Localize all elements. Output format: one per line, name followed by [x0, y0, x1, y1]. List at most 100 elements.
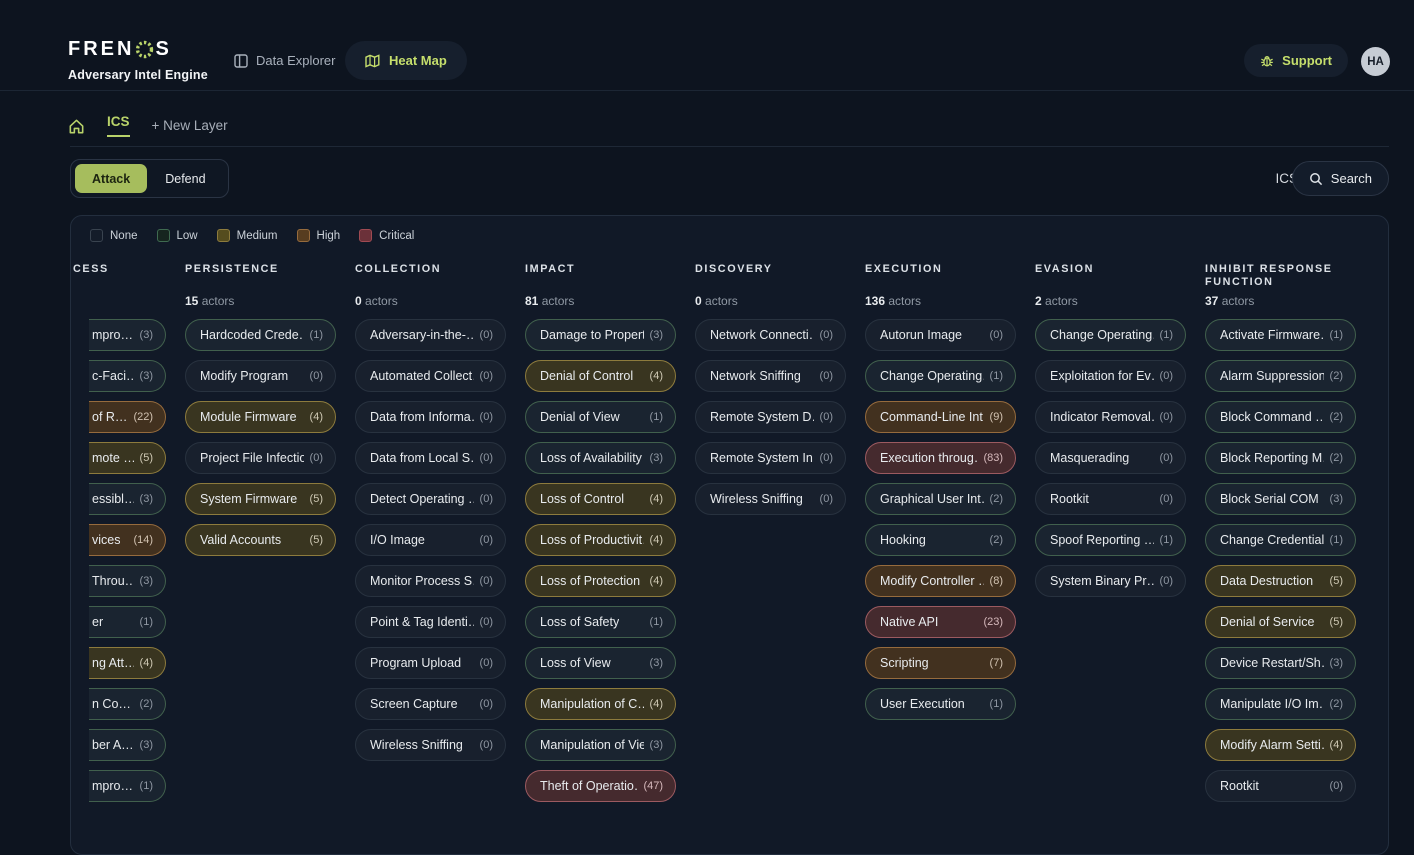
legend-item-low[interactable]: Low	[156, 229, 198, 242]
technique-card[interactable]: Graphical User Int… (2)	[865, 483, 1016, 515]
technique-card[interactable]: I/O Image (0)	[355, 524, 506, 556]
technique-card[interactable]: Execution throug… (83)	[865, 442, 1016, 474]
technique-card[interactable]: Automated Collect… (0)	[355, 360, 506, 392]
technique-card[interactable]: Adversary-in-the-… (0)	[355, 319, 506, 351]
technique-card[interactable]: er (1)	[89, 606, 166, 638]
technique-card[interactable]: Project File Infection (0)	[185, 442, 336, 474]
technique-card[interactable]: Rootkit (0)	[1035, 483, 1186, 515]
technique-card[interactable]: Rootkit (0)	[1205, 770, 1356, 802]
technique-card[interactable]: Masquerading (0)	[1035, 442, 1186, 474]
legend-item-critical[interactable]: Critical	[359, 229, 414, 242]
technique-card[interactable]: Block Serial COM (3)	[1205, 483, 1356, 515]
technique-card[interactable]: Indicator Removal… (0)	[1035, 401, 1186, 433]
technique-card[interactable]: of R… (22)	[89, 401, 166, 433]
technique-card[interactable]: Manipulation of C… (4)	[525, 688, 676, 720]
technique-name: essibl…	[92, 492, 134, 506]
support-button[interactable]: Support	[1244, 44, 1348, 77]
technique-count: (4)	[139, 657, 153, 669]
technique-card[interactable]: Activate Firmware… (1)	[1205, 319, 1356, 351]
technique-card[interactable]: System Firmware (5)	[185, 483, 336, 515]
technique-card[interactable]: ber A… (3)	[89, 729, 166, 761]
technique-card[interactable]: Denial of Service (5)	[1205, 606, 1356, 638]
technique-card[interactable]: Program Upload (0)	[355, 647, 506, 679]
attack-tab[interactable]: Attack	[75, 164, 148, 193]
nav-heat-map[interactable]: Heat Map	[345, 41, 467, 80]
technique-name: Project File Infection	[200, 451, 304, 465]
technique-card[interactable]: Theft of Operatio… (47)	[525, 770, 676, 802]
technique-card[interactable]: Loss of Protection (4)	[525, 565, 676, 597]
technique-card[interactable]: System Binary Pr… (0)	[1035, 565, 1186, 597]
technique-card[interactable]: Native API (23)	[865, 606, 1016, 638]
technique-card[interactable]: Throu… (3)	[89, 565, 166, 597]
legend-item-high[interactable]: High	[296, 229, 340, 242]
technique-card[interactable]: Wireless Sniffing (0)	[355, 729, 506, 761]
technique-card[interactable]: mpro… (3)	[89, 319, 166, 351]
technique-card[interactable]: Monitor Process S… (0)	[355, 565, 506, 597]
technique-card[interactable]: Change Credential (1)	[1205, 524, 1356, 556]
technique-name: System Firmware	[200, 492, 298, 506]
legend-checkbox-high[interactable]	[296, 229, 310, 242]
technique-count: (0)	[309, 370, 323, 382]
technique-card[interactable]: Denial of View (1)	[525, 401, 676, 433]
technique-card[interactable]: Block Command … (2)	[1205, 401, 1356, 433]
technique-card[interactable]: mpro… (1)	[89, 770, 166, 802]
technique-card[interactable]: Loss of View (3)	[525, 647, 676, 679]
technique-card[interactable]: Remote System D… (0)	[695, 401, 846, 433]
technique-card[interactable]: Block Reporting M… (2)	[1205, 442, 1356, 474]
legend-item-medium[interactable]: Medium	[216, 229, 278, 242]
technique-card[interactable]: Module Firmware (4)	[185, 401, 336, 433]
search-button[interactable]: Search	[1291, 161, 1389, 196]
technique-card[interactable]: Data from Informa… (0)	[355, 401, 506, 433]
technique-card[interactable]: Denial of Control (4)	[525, 360, 676, 392]
technique-card[interactable]: Modify Controller … (8)	[865, 565, 1016, 597]
technique-card[interactable]: Data from Local S… (0)	[355, 442, 506, 474]
technique-card[interactable]: vices (14)	[89, 524, 166, 556]
technique-card[interactable]: Exploitation for Ev… (0)	[1035, 360, 1186, 392]
technique-card[interactable]: Network Sniffing (0)	[695, 360, 846, 392]
legend-checkbox-low[interactable]	[156, 229, 170, 242]
technique-card[interactable]: Valid Accounts (5)	[185, 524, 336, 556]
technique-card[interactable]: n Co… (2)	[89, 688, 166, 720]
technique-card[interactable]: Hardcoded Crede… (1)	[185, 319, 336, 351]
technique-card[interactable]: Damage to Property (3)	[525, 319, 676, 351]
home-icon[interactable]	[68, 118, 85, 135]
legend-checkbox-none[interactable]	[90, 229, 103, 242]
technique-card[interactable]: Scripting (7)	[865, 647, 1016, 679]
technique-card[interactable]: Modify Alarm Setti… (4)	[1205, 729, 1356, 761]
technique-card[interactable]: Loss of Safety (1)	[525, 606, 676, 638]
technique-card[interactable]: essibl… (3)	[89, 483, 166, 515]
technique-card[interactable]: User Execution (1)	[865, 688, 1016, 720]
technique-card[interactable]: Detect Operating … (0)	[355, 483, 506, 515]
technique-card[interactable]: Spoof Reporting … (1)	[1035, 524, 1186, 556]
technique-card[interactable]: Wireless Sniffing (0)	[695, 483, 846, 515]
technique-card[interactable]: Loss of Availability (3)	[525, 442, 676, 474]
technique-card[interactable]: Loss of Control (4)	[525, 483, 676, 515]
technique-card[interactable]: Change Operating… (1)	[865, 360, 1016, 392]
technique-card[interactable]: Modify Program (0)	[185, 360, 336, 392]
technique-card[interactable]: Loss of Productivit… (4)	[525, 524, 676, 556]
technique-card[interactable]: Manipulation of View (3)	[525, 729, 676, 761]
user-avatar[interactable]: HA	[1361, 47, 1390, 76]
technique-card[interactable]: Hooking (2)	[865, 524, 1016, 556]
technique-card[interactable]: Network Connecti… (0)	[695, 319, 846, 351]
technique-card[interactable]: Screen Capture (0)	[355, 688, 506, 720]
legend-checkbox-medium[interactable]	[216, 229, 230, 242]
technique-card[interactable]: ng Att… (4)	[89, 647, 166, 679]
technique-card[interactable]: mote … (5)	[89, 442, 166, 474]
legend-checkbox-critical[interactable]	[359, 229, 373, 242]
breadcrumb-item-ics[interactable]: ICS	[107, 114, 130, 137]
technique-card[interactable]: Data Destruction (5)	[1205, 565, 1356, 597]
technique-card[interactable]: Manipulate I/O Im… (2)	[1205, 688, 1356, 720]
technique-card[interactable]: Change Operating… (1)	[1035, 319, 1186, 351]
new-layer-button[interactable]: + New Layer	[151, 118, 228, 133]
technique-card[interactable]: Command-Line Int… (9)	[865, 401, 1016, 433]
technique-card[interactable]: Alarm Suppression (2)	[1205, 360, 1356, 392]
technique-card[interactable]: c-Faci… (3)	[89, 360, 166, 392]
technique-card[interactable]: Device Restart/Sh… (3)	[1205, 647, 1356, 679]
defend-tab[interactable]: Defend	[165, 171, 206, 186]
technique-card[interactable]: Autorun Image (0)	[865, 319, 1016, 351]
technique-card[interactable]: Point & Tag Identi… (0)	[355, 606, 506, 638]
legend-item-none[interactable]: None	[90, 229, 138, 242]
technique-card[interactable]: Remote System In… (0)	[695, 442, 846, 474]
nav-data-explorer[interactable]: Data Explorer	[234, 53, 335, 68]
